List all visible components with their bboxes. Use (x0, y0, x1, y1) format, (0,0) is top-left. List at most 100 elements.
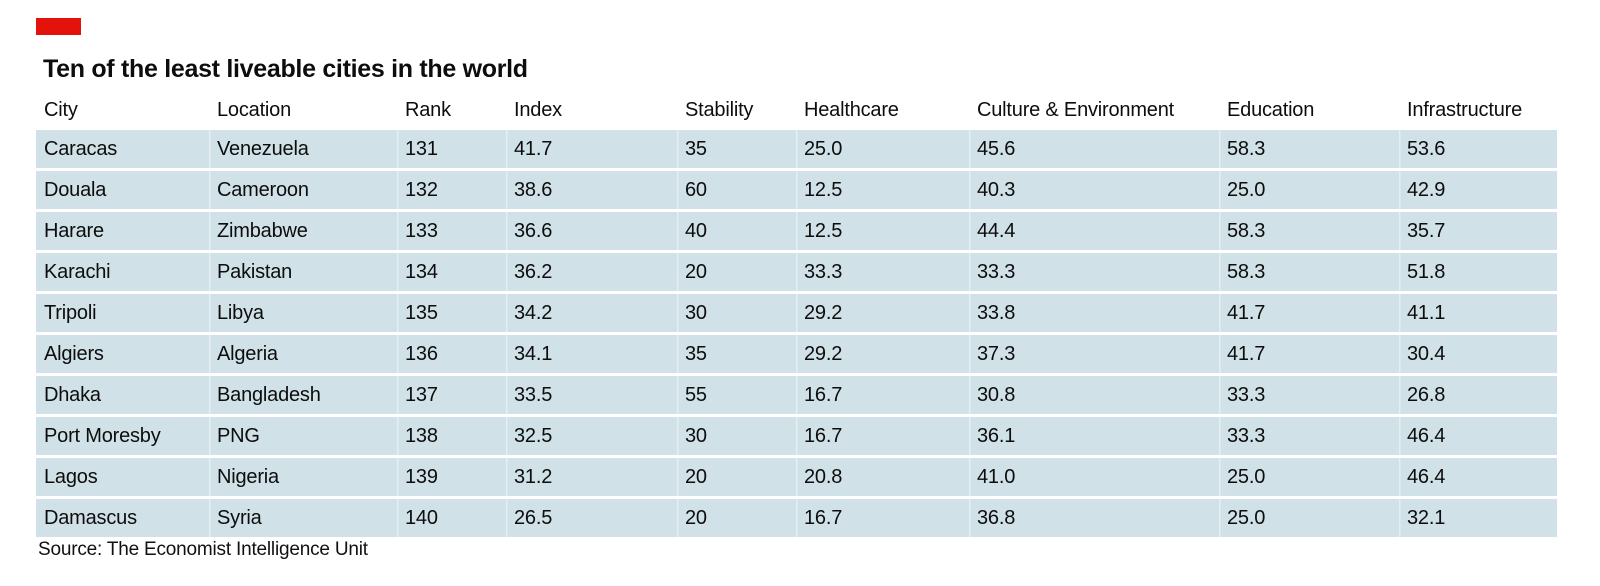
cell-rank: 136 (397, 335, 506, 373)
cell-stability: 20 (677, 253, 796, 291)
cell-infrastructure: 42.9 (1399, 171, 1557, 209)
liveability-table: City Location Rank Index Stability Healt… (36, 92, 1557, 537)
cell-healthcare: 16.7 (796, 417, 969, 455)
header-rank: Rank (405, 99, 451, 121)
cell-healthcare: 29.2 (796, 294, 969, 332)
cell-index: 31.2 (506, 458, 677, 496)
cell-rank: 139 (397, 458, 506, 496)
table-row-port-moresby: Port Moresby PNG 138 32.5 30 16.7 36.1 3… (36, 417, 1557, 455)
cell-index: 38.6 (506, 171, 677, 209)
cell-location: Libya (209, 294, 397, 332)
table-row-dhaka: Dhaka Bangladesh 137 33.5 55 16.7 30.8 3… (36, 376, 1557, 414)
header-index: Index (514, 99, 562, 121)
cell-index: 33.5 (506, 376, 677, 414)
table-header-row: City Location Rank Index Stability Healt… (36, 92, 1557, 130)
cell-healthcare: 12.5 (796, 212, 969, 250)
header-stability: Stability (685, 99, 754, 121)
cell-culture-environment: 36.1 (969, 417, 1219, 455)
cell-location: Nigeria (209, 458, 397, 496)
cell-culture-environment: 36.8 (969, 499, 1219, 537)
cell-healthcare: 16.7 (796, 499, 969, 537)
chart-title: Ten of the least liveable cities in the … (43, 55, 528, 83)
cell-index: 36.6 (506, 212, 677, 250)
cell-culture-environment: 33.3 (969, 253, 1219, 291)
cell-index: 26.5 (506, 499, 677, 537)
cell-city: Douala (44, 179, 107, 201)
cell-index: 41.7 (506, 130, 677, 168)
cell-city: Lagos (44, 466, 98, 488)
cell-culture-environment: 44.4 (969, 212, 1219, 250)
cell-infrastructure: 26.8 (1399, 376, 1557, 414)
source-note: Source: The Economist Intelligence Unit (38, 539, 368, 560)
cell-culture-environment: 30.8 (969, 376, 1219, 414)
cell-healthcare: 29.2 (796, 335, 969, 373)
cell-location: Algeria (209, 335, 397, 373)
table-row-damascus: Damascus Syria 140 26.5 20 16.7 36.8 25.… (36, 499, 1557, 537)
cell-stability: 60 (677, 171, 796, 209)
cell-city: Tripoli (44, 302, 97, 324)
cell-location: Pakistan (209, 253, 397, 291)
cell-culture-environment: 40.3 (969, 171, 1219, 209)
cell-stability: 35 (677, 130, 796, 168)
table-row-karachi: Karachi Pakistan 134 36.2 20 33.3 33.3 5… (36, 253, 1557, 291)
header-location: Location (217, 99, 292, 121)
cell-city: Algiers (44, 343, 104, 365)
economist-red-tab (36, 18, 81, 35)
cell-location: Zimbabwe (209, 212, 397, 250)
cell-index: 32.5 (506, 417, 677, 455)
cell-rank: 140 (397, 499, 506, 537)
cell-rank: 133 (397, 212, 506, 250)
cell-rank: 135 (397, 294, 506, 332)
cell-healthcare: 33.3 (796, 253, 969, 291)
cell-education: 33.3 (1219, 417, 1399, 455)
cell-infrastructure: 51.8 (1399, 253, 1557, 291)
cell-rank: 137 (397, 376, 506, 414)
table-row-tripoli: Tripoli Libya 135 34.2 30 29.2 33.8 41.7… (36, 294, 1557, 332)
cell-rank: 132 (397, 171, 506, 209)
cell-rank: 134 (397, 253, 506, 291)
cell-city: Harare (44, 220, 104, 242)
cell-city: Karachi (44, 261, 111, 283)
table-row-harare: Harare Zimbabwe 133 36.6 40 12.5 44.4 58… (36, 212, 1557, 250)
table-row-douala: Douala Cameroon 132 38.6 60 12.5 40.3 25… (36, 171, 1557, 209)
cell-location: Cameroon (209, 171, 397, 209)
cell-healthcare: 12.5 (796, 171, 969, 209)
cell-city: Damascus (44, 507, 137, 529)
header-culture-environment: Culture & Environment (977, 99, 1175, 121)
cell-location: Venezuela (209, 130, 397, 168)
cell-education: 58.3 (1219, 130, 1399, 168)
cell-location: Bangladesh (209, 376, 397, 414)
header-city: City (44, 99, 78, 121)
header-education: Education (1227, 99, 1315, 121)
table-row-lagos: Lagos Nigeria 139 31.2 20 20.8 41.0 25.0… (36, 458, 1557, 496)
cell-stability: 20 (677, 499, 796, 537)
cell-education: 25.0 (1219, 458, 1399, 496)
cell-rank: 138 (397, 417, 506, 455)
cell-infrastructure: 53.6 (1399, 130, 1557, 168)
cell-stability: 35 (677, 335, 796, 373)
cell-education: 25.0 (1219, 171, 1399, 209)
cell-city: Port Moresby (44, 425, 161, 447)
table-row-algiers: Algiers Algeria 136 34.1 35 29.2 37.3 41… (36, 335, 1557, 373)
cell-stability: 30 (677, 294, 796, 332)
cell-index: 34.2 (506, 294, 677, 332)
cell-infrastructure: 32.1 (1399, 499, 1557, 537)
cell-education: 25.0 (1219, 499, 1399, 537)
cell-location: Syria (209, 499, 397, 537)
cell-index: 36.2 (506, 253, 677, 291)
cell-stability: 55 (677, 376, 796, 414)
cell-infrastructure: 41.1 (1399, 294, 1557, 332)
table-row-caracas: Caracas Venezuela 131 41.7 35 25.0 45.6 … (36, 130, 1557, 168)
cell-culture-environment: 37.3 (969, 335, 1219, 373)
cell-location: PNG (209, 417, 397, 455)
cell-infrastructure: 30.4 (1399, 335, 1557, 373)
cell-stability: 20 (677, 458, 796, 496)
cell-stability: 30 (677, 417, 796, 455)
cell-healthcare: 16.7 (796, 376, 969, 414)
cell-education: 33.3 (1219, 376, 1399, 414)
header-infrastructure: Infrastructure (1407, 99, 1523, 121)
cell-healthcare: 25.0 (796, 130, 969, 168)
cell-rank: 131 (397, 130, 506, 168)
cell-stability: 40 (677, 212, 796, 250)
header-healthcare: Healthcare (804, 99, 899, 121)
